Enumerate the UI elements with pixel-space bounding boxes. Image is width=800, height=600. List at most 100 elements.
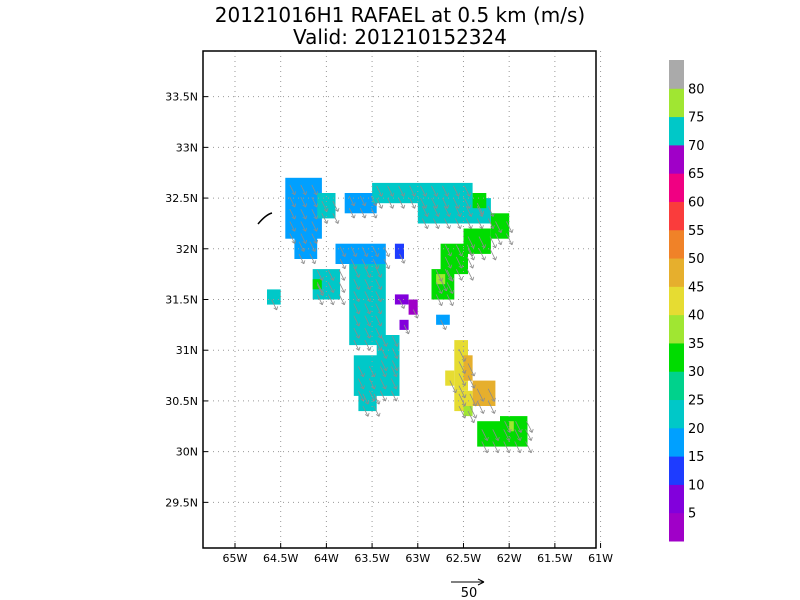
wind-vector-shaft <box>316 269 323 281</box>
wind-vector-70 <box>489 248 497 261</box>
wind-vector-head <box>495 449 500 454</box>
wind-vector-156 <box>440 319 447 331</box>
wind-vector-shaft <box>455 256 463 269</box>
wind-vector-shaft <box>495 221 502 233</box>
wind-vector-head <box>366 298 372 303</box>
wind-vector-shaft <box>373 405 380 417</box>
wind-vector-head <box>517 428 523 433</box>
wind-vector-shaft <box>420 197 427 209</box>
wind-vector-head <box>302 227 308 232</box>
wind-vector-head <box>319 291 325 296</box>
wind-vector-head <box>383 342 388 347</box>
wind-vector-shaft <box>467 363 475 377</box>
wind-vector-shaft <box>375 291 382 302</box>
wind-vector-shaft <box>364 339 371 351</box>
wind-vector-shaft <box>298 253 305 264</box>
wind-vector-shaft <box>348 208 355 219</box>
x-tick-label-2: 64W <box>314 552 339 565</box>
wind-vector-shaft <box>453 197 459 209</box>
wind-vector-42 <box>442 185 449 197</box>
wind-vector-shaft <box>376 197 383 209</box>
wind-vector-shaft <box>358 378 364 390</box>
wind-vector-head <box>389 204 395 209</box>
wind-vector-head <box>377 285 383 290</box>
wind-vector-shaft <box>390 366 397 377</box>
wind-vector-head <box>300 247 306 252</box>
wind-vector-shaft <box>432 206 439 217</box>
wind-vector-head <box>393 373 398 378</box>
wind-vector-head <box>481 256 486 261</box>
wind-patch-26 <box>445 370 455 386</box>
wind-vector-68 <box>478 248 486 261</box>
wind-vector-shaft <box>442 197 448 209</box>
y-tick-label-3: 31N <box>176 344 198 357</box>
wind-vector-174 <box>481 429 489 441</box>
wind-vector-head <box>490 225 495 230</box>
wind-vector-180 <box>514 429 522 441</box>
wind-patch-32 <box>500 416 528 427</box>
wind-vector-shaft <box>348 195 355 207</box>
wind-vector-head <box>366 334 372 339</box>
wind-vector-3 <box>289 196 297 208</box>
wind-vector-112 <box>364 266 372 278</box>
wind-vector-shaft <box>444 256 452 269</box>
wind-vector-46 <box>464 185 471 197</box>
wind-vector-head <box>366 346 372 351</box>
wind-vector-head <box>472 402 478 407</box>
wind-vector-head <box>341 265 347 270</box>
wind-vector-1 <box>289 221 297 232</box>
wind-vector-shaft <box>311 221 318 232</box>
chart-title: 20121016H1 RAFAEL at 0.5 km (m/s) <box>215 3 585 27</box>
wind-vector-shaft <box>506 233 513 245</box>
wind-vector-shaft <box>387 185 394 197</box>
wind-vector-head <box>479 225 484 230</box>
chart-subtitle: Valid: 201210152324 <box>293 25 507 49</box>
wind-vector-shaft <box>298 241 305 252</box>
wind-vector-8 <box>300 196 308 208</box>
wind-vector-143 <box>379 390 387 402</box>
wind-vector-head <box>302 203 308 208</box>
wind-vector-head <box>449 289 455 294</box>
wind-vector-shaft <box>431 185 438 197</box>
wind-vector-55 <box>465 218 473 230</box>
colorbar-segment-8 <box>669 286 684 316</box>
wind-vector-48 <box>421 206 429 217</box>
wind-vector-shaft <box>327 269 334 281</box>
wind-vector-shaft <box>431 197 438 209</box>
wind-vector-shaft <box>476 388 484 402</box>
x-tick-label-0: 65W <box>223 552 248 565</box>
wind-vector-51 <box>443 218 451 230</box>
x-tick-label-8: 61W <box>588 552 613 565</box>
wind-vector-head <box>461 369 467 374</box>
colorbar-segment-12 <box>669 173 684 202</box>
wind-vector-shaft <box>309 241 316 252</box>
wind-vector-shaft <box>364 291 371 302</box>
wind-vector-36 <box>409 185 417 197</box>
wind-vector-shaft <box>379 390 386 402</box>
wind-vector-shaft <box>372 258 379 269</box>
y-tick-label-2: 30.5N <box>165 395 198 408</box>
wind-vector-168 <box>458 405 467 419</box>
wind-vector-89 <box>339 246 347 258</box>
wind-vector-158 <box>458 373 467 387</box>
wind-vector-shaft <box>435 294 443 306</box>
wind-vector-head <box>468 225 473 230</box>
wind-vector-43 <box>453 197 460 209</box>
wind-vector-shaft <box>338 294 345 305</box>
wind-vector-shaft <box>455 244 463 257</box>
wind-vector-head <box>360 373 365 378</box>
wind-vector-head <box>375 400 381 405</box>
wind-vector-49 <box>432 218 440 230</box>
wind-vector-head <box>334 219 340 224</box>
reference-vector-label: 50 <box>461 586 478 600</box>
wind-vector-111 <box>364 279 372 290</box>
wind-vector-26 <box>359 195 367 207</box>
wind-vector-head <box>433 204 439 209</box>
wind-vector-76 <box>455 256 464 269</box>
wind-vector-head <box>455 192 460 197</box>
wind-vector-head <box>438 289 444 294</box>
wind-vectors <box>271 184 534 454</box>
wind-vector-116 <box>375 303 383 315</box>
wind-vector-shaft <box>449 380 457 393</box>
wind-vector-shaft <box>375 327 382 339</box>
